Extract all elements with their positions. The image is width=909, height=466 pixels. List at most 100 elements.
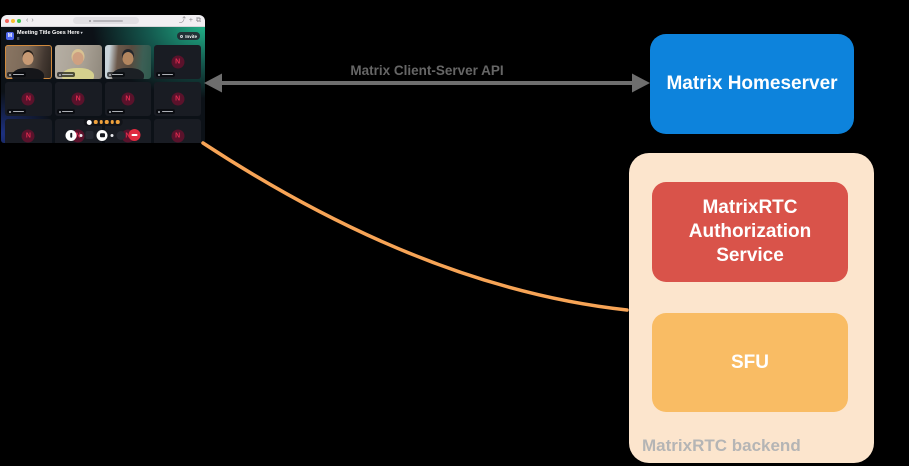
emoji-reaction-icon[interactable] xyxy=(115,120,120,124)
participant-count: 8 xyxy=(17,36,20,41)
matrixrtc-backend-container: MatrixRTC Authorization Service SFU Matr… xyxy=(629,153,874,463)
avatar: N xyxy=(71,92,85,106)
participant-video xyxy=(72,52,84,65)
element-call-window: ‹ › ⤴ + ⧉ M Meeting Title Goes Here ▾ xyxy=(1,15,205,143)
close-window-button[interactable] xyxy=(5,18,9,23)
matrix-homeserver-box: Matrix Homeserver xyxy=(650,34,854,134)
call-header: M Meeting Title Goes Here ▾ 8 Invite xyxy=(1,27,205,45)
video-tile[interactable]: N xyxy=(154,82,201,116)
mic-button[interactable] xyxy=(65,129,77,141)
arrow-head-right-icon xyxy=(632,73,650,93)
name-badge xyxy=(156,72,175,77)
mic-icon xyxy=(9,110,11,113)
browser-chrome: ‹ › ⤴ + ⧉ xyxy=(1,15,205,27)
more-options-button[interactable] xyxy=(116,130,126,140)
participant-name xyxy=(12,110,24,113)
zoom-window-button[interactable] xyxy=(17,18,21,23)
mic-icon xyxy=(9,73,11,76)
camera-icon xyxy=(99,133,105,137)
name-badge xyxy=(56,72,76,77)
client-server-arrow-shaft xyxy=(216,81,636,85)
name-badge xyxy=(156,109,175,114)
mic-icon xyxy=(108,73,111,76)
sfu-box: SFU xyxy=(652,313,848,412)
mic-icon xyxy=(69,132,73,138)
meeting-title[interactable]: Meeting Title Goes Here ▾ xyxy=(17,29,83,37)
mic-options-icon[interactable] xyxy=(79,133,83,137)
app-logo: M xyxy=(6,32,14,40)
mic-icon xyxy=(108,110,111,113)
participant-name xyxy=(161,73,173,76)
sfu-label: SFU xyxy=(731,351,769,373)
hangup-button[interactable] xyxy=(128,129,141,141)
name-badge xyxy=(56,109,76,114)
matrixrtc-auth-service-box: MatrixRTC Authorization Service xyxy=(652,182,848,282)
avatar: N xyxy=(21,92,35,106)
name-badge xyxy=(7,109,26,114)
reactions-bar[interactable] xyxy=(83,118,123,126)
address-bar[interactable] xyxy=(73,17,140,24)
url-text xyxy=(93,19,124,22)
hangup-icon xyxy=(131,134,138,136)
participant-video xyxy=(62,68,95,79)
invite-icon xyxy=(180,34,184,38)
avatar: N xyxy=(171,129,185,143)
meeting-titles: Meeting Title Goes Here ▾ 8 xyxy=(17,29,83,42)
raise-hand-icon[interactable] xyxy=(86,119,92,125)
name-badge xyxy=(106,72,125,77)
new-tab-icon[interactable]: + xyxy=(188,17,193,24)
matrix-homeserver-label: Matrix Homeserver xyxy=(666,73,838,94)
client-server-api-label: Matrix Client-Server API xyxy=(350,63,504,78)
camera-options-icon[interactable] xyxy=(110,133,114,137)
meeting-title-text: Meeting Title Goes Here xyxy=(17,29,80,36)
emoji-reaction-icon[interactable] xyxy=(93,120,98,124)
video-tile[interactable]: N xyxy=(5,119,52,143)
emoji-reaction-icon[interactable] xyxy=(99,120,103,124)
participant-video xyxy=(12,68,45,79)
emoji-reaction-icon[interactable] xyxy=(104,120,109,124)
mic-icon xyxy=(158,73,161,76)
call-controls xyxy=(65,129,141,141)
name-badge xyxy=(7,72,26,77)
avatar: N xyxy=(121,92,135,106)
invite-label: Invite xyxy=(185,33,197,39)
emoji-reaction-icon[interactable] xyxy=(110,120,114,124)
video-tile[interactable] xyxy=(104,45,152,79)
chevron-down-icon: ▾ xyxy=(80,30,83,36)
lock-icon xyxy=(89,19,92,22)
participant-name xyxy=(62,110,74,113)
tabs-icon[interactable]: ⧉ xyxy=(196,17,201,24)
avatar: N xyxy=(171,92,185,106)
name-badge xyxy=(106,109,125,114)
client-sfu-curve xyxy=(201,141,629,312)
participant-name xyxy=(161,110,173,113)
participant-name xyxy=(112,110,123,113)
back-icon[interactable]: ‹ xyxy=(26,17,29,24)
video-tile[interactable]: N xyxy=(54,82,102,116)
video-tile[interactable] xyxy=(54,45,102,79)
browser-toolbar-right: ⤴ + ⧉ xyxy=(179,17,201,24)
video-grid: N N N N N xyxy=(1,45,205,143)
window-controls xyxy=(5,18,21,23)
share-icon[interactable]: ⤴ xyxy=(178,17,186,24)
video-tile[interactable]: N xyxy=(104,82,152,116)
matrixrtc-backend-label: MatrixRTC backend xyxy=(642,436,801,455)
participant-video xyxy=(22,52,34,65)
camera-button[interactable] xyxy=(96,129,108,141)
video-tile[interactable]: N xyxy=(154,45,201,79)
forward-icon[interactable]: › xyxy=(31,17,34,24)
avatar: N xyxy=(21,129,35,143)
avatar: N xyxy=(171,55,185,69)
minimize-window-button[interactable] xyxy=(11,18,15,23)
invite-button[interactable]: Invite xyxy=(177,32,200,40)
video-tile[interactable]: N xyxy=(154,119,201,143)
video-tile[interactable]: N xyxy=(5,82,52,116)
participant-video xyxy=(122,52,134,65)
matrixrtc-auth-service-label: MatrixRTC Authorization Service xyxy=(688,197,812,266)
participant-name xyxy=(62,73,74,76)
participant-name xyxy=(112,73,123,76)
video-tile[interactable] xyxy=(5,45,52,79)
participant-name xyxy=(12,73,24,76)
screenshare-button[interactable] xyxy=(85,131,94,139)
